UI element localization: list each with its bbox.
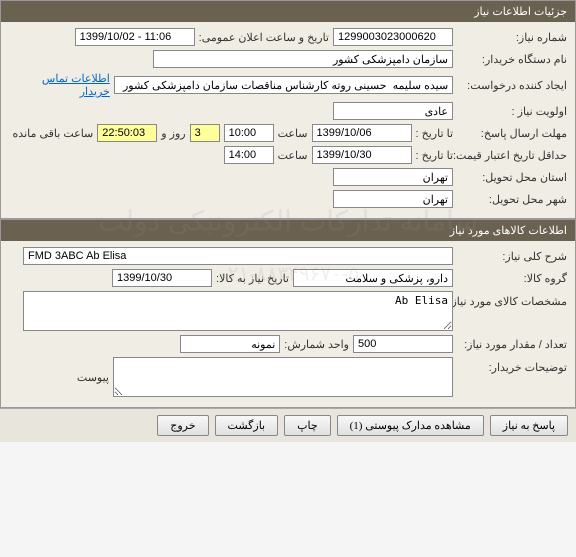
need-date-field[interactable] <box>112 269 212 287</box>
delivery-province-label: استان محل تحویل: <box>457 171 567 184</box>
deadline-date-field[interactable] <box>312 124 412 142</box>
quantity-field[interactable] <box>353 335 453 353</box>
attachment-label: پیوست <box>77 371 109 384</box>
goods-spec-label: مشخصات کالای مورد نیاز: <box>457 291 567 308</box>
to-date-label-2: تا تاریخ : <box>416 149 453 162</box>
unit-field[interactable] <box>180 335 280 353</box>
goods-group-label: گروه کالا: <box>457 272 567 285</box>
time-remaining-field <box>97 124 157 142</box>
general-desc-label: شرح کلی نیاز: <box>457 250 567 263</box>
button-bar: پاسخ به نیاز مشاهده مدارک پیوستی (1) چاپ… <box>0 408 576 442</box>
public-date-field[interactable] <box>75 28 195 46</box>
to-date-label: تا تاریخ : <box>416 127 453 140</box>
need-number-field[interactable] <box>333 28 453 46</box>
min-validity-label: حداقل تاریخ اعتبار قیمت: <box>457 149 567 162</box>
unit-label: واحد شمارش: <box>284 338 349 351</box>
need-details-panel: جزئیات اطلاعات نیاز شماره نیاز: تاریخ و … <box>0 0 576 219</box>
goods-info-panel: اطلاعات کالاهای مورد نیاز شرح کلی نیاز: … <box>0 219 576 408</box>
public-date-label: تاریخ و ساعت اعلان عمومی: <box>199 31 329 44</box>
remaining-label: ساعت باقی مانده <box>13 127 94 140</box>
buyer-notes-field[interactable] <box>113 357 453 397</box>
delivery-city-field[interactable] <box>333 190 453 208</box>
days-remaining-field <box>190 124 220 142</box>
exit-button[interactable]: خروج <box>157 415 208 436</box>
time-label-1: ساعت <box>278 127 308 140</box>
delivery-province-field[interactable] <box>333 168 453 186</box>
days-label: روز و <box>161 127 185 140</box>
creator-field[interactable] <box>114 76 453 94</box>
buyer-notes-label: توضیحات خریدار: <box>457 357 567 374</box>
need-details-header: جزئیات اطلاعات نیاز <box>1 1 575 22</box>
min-validity-time-field[interactable] <box>224 146 274 164</box>
buyer-org-field[interactable] <box>153 50 453 68</box>
goods-spec-field[interactable] <box>23 291 453 331</box>
deadline-time-field[interactable] <box>224 124 274 142</box>
creator-label: ایجاد کننده درخواست: <box>457 79 567 92</box>
quantity-label: تعداد / مقدار مورد نیاز: <box>457 338 567 351</box>
contact-link[interactable]: اطلاعات تماس خریدار <box>9 72 110 98</box>
buyer-org-label: نام دستگاه خریدار: <box>457 53 567 66</box>
min-validity-date-field[interactable] <box>312 146 412 164</box>
need-number-label: شماره نیاز: <box>457 31 567 44</box>
general-desc-field[interactable] <box>23 247 453 265</box>
delivery-city-label: شهر محل تحویل: <box>457 193 567 206</box>
respond-button[interactable]: پاسخ به نیاز <box>490 415 568 436</box>
goods-group-field[interactable] <box>293 269 453 287</box>
need-date-label: تاریخ نیاز به کالا: <box>216 272 289 285</box>
back-button[interactable]: بازگشت <box>215 415 279 436</box>
time-label-2: ساعت <box>278 149 308 162</box>
priority-label: اولویت نیاز : <box>457 105 567 118</box>
print-button[interactable]: چاپ <box>284 415 331 436</box>
priority-field[interactable] <box>333 102 453 120</box>
view-attachments-button[interactable]: مشاهده مدارک پیوستی (1) <box>337 415 484 436</box>
deadline-label: مهلت ارسال پاسخ: <box>457 127 567 140</box>
goods-info-header: اطلاعات کالاهای مورد نیاز <box>1 220 575 241</box>
